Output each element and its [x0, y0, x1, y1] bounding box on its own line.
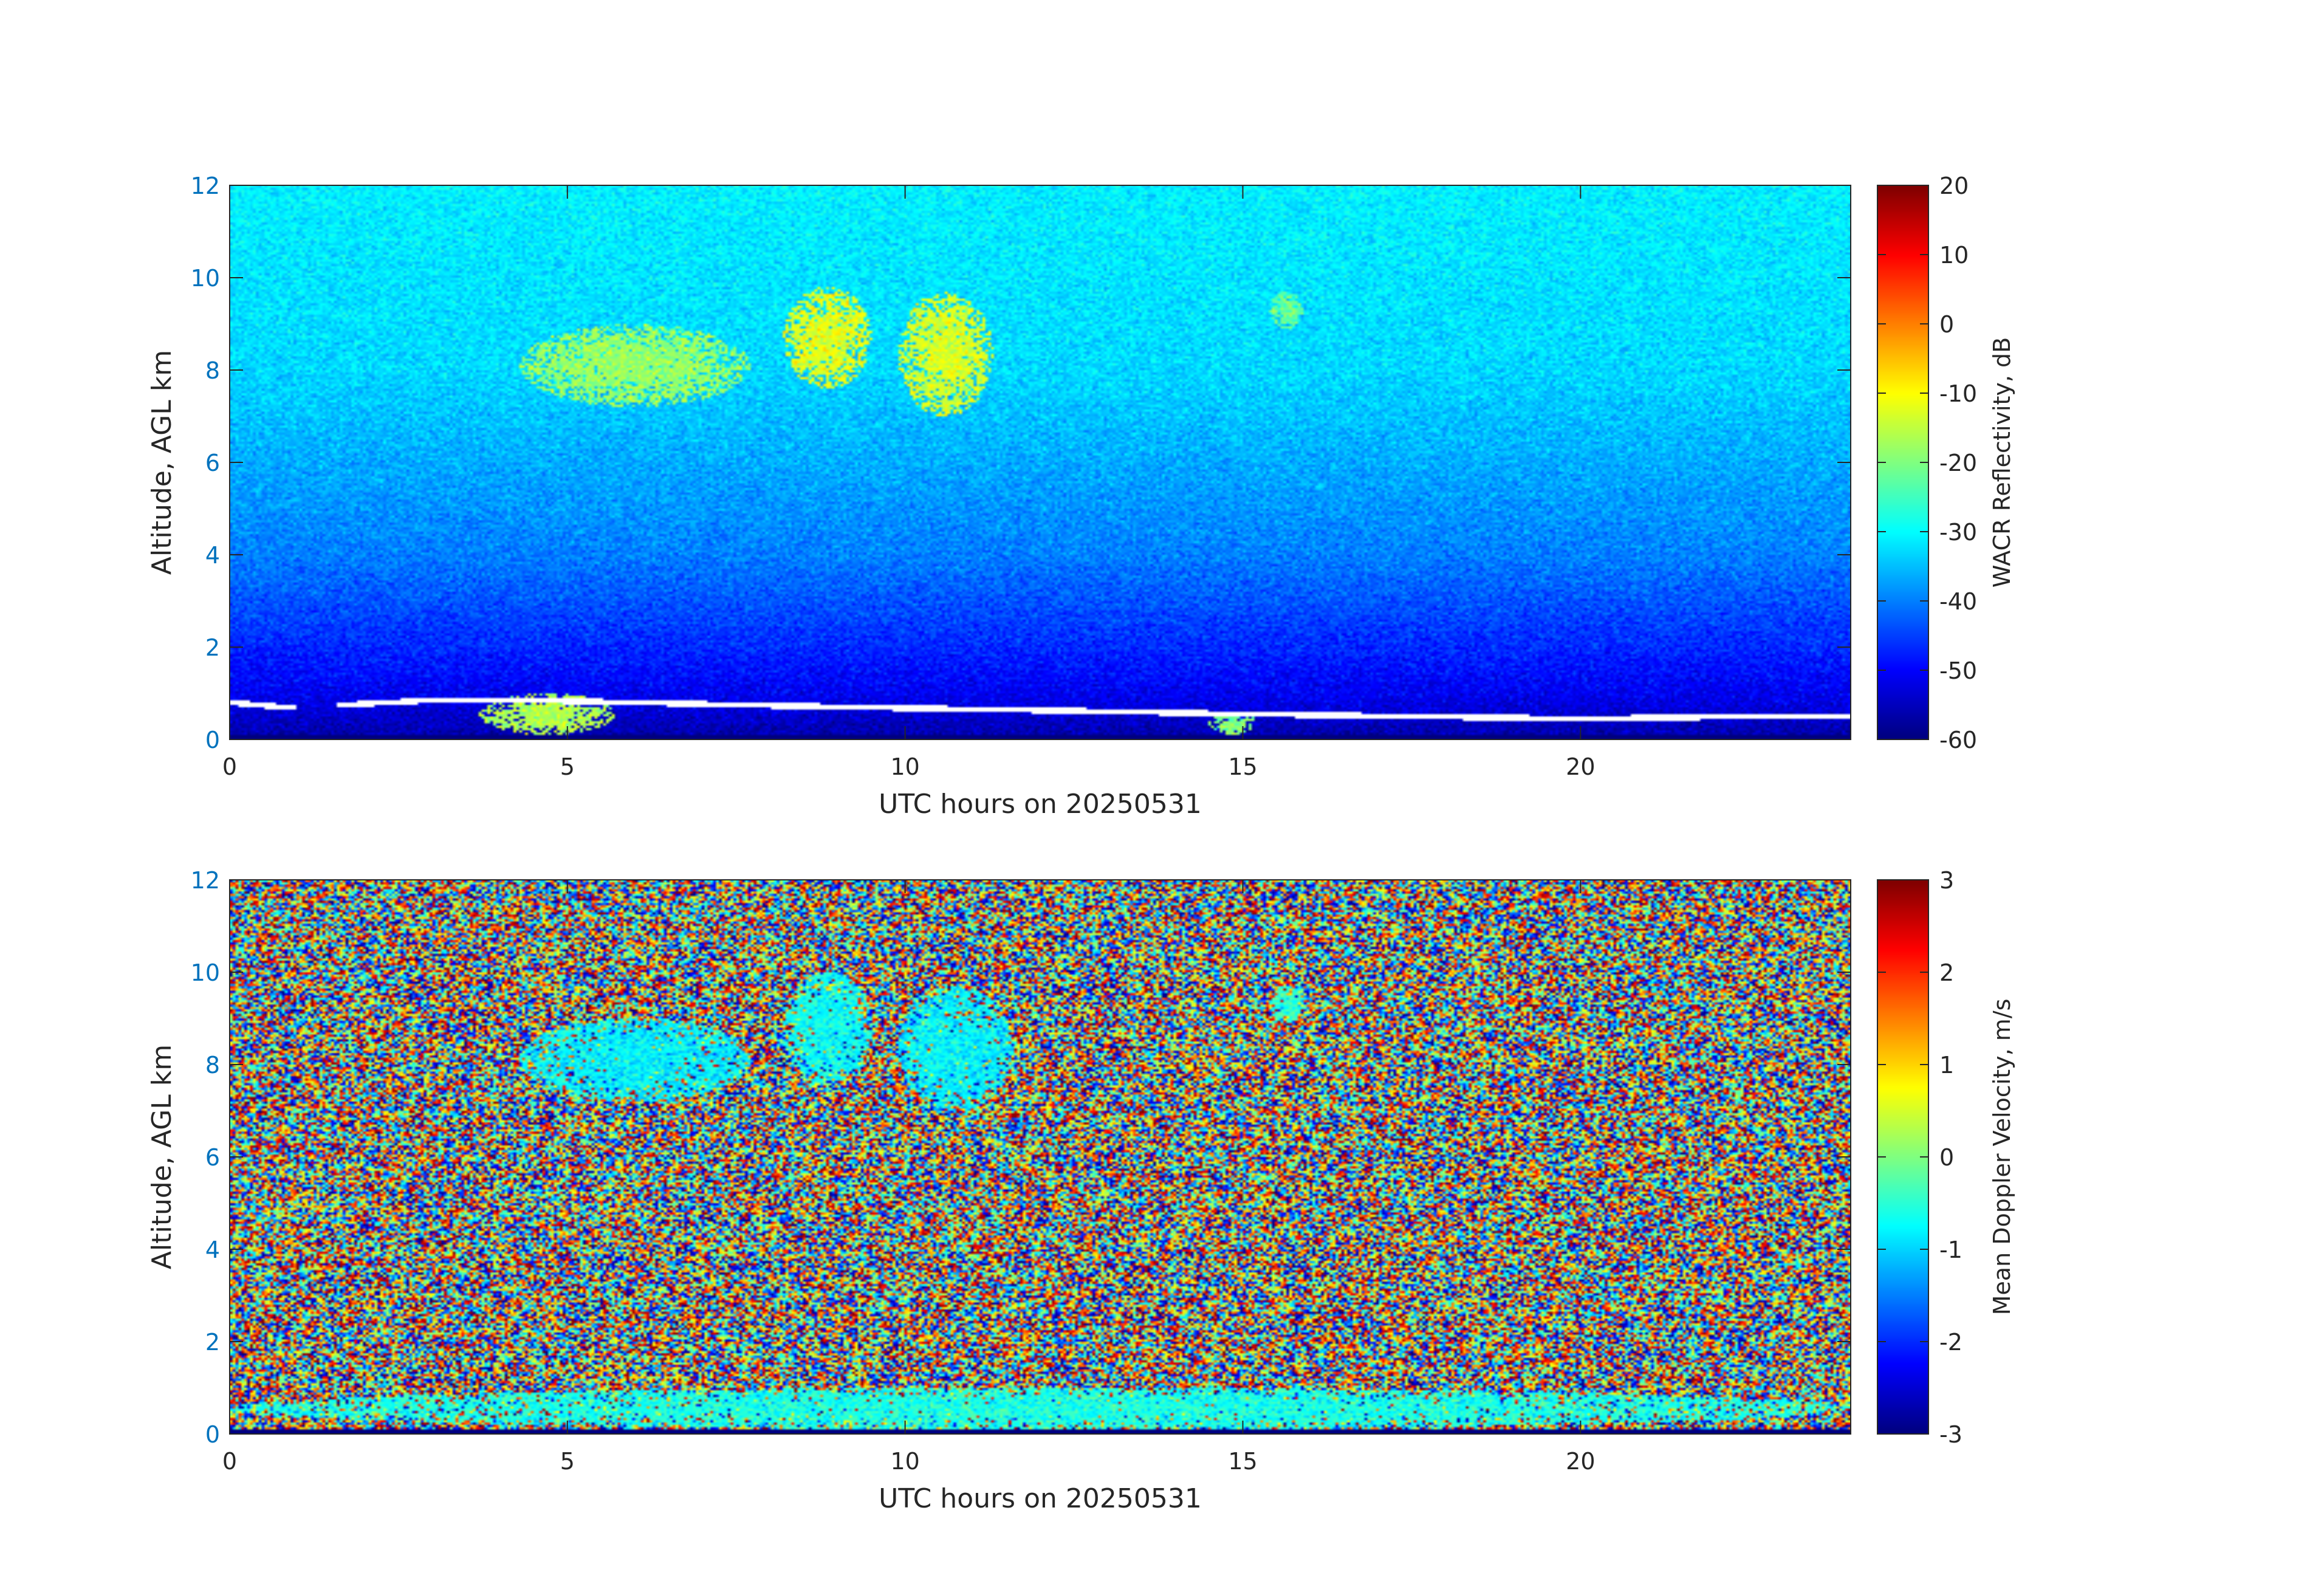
- x-tick-label: 10: [890, 1448, 919, 1475]
- colorbar-tick-label: -20: [1939, 450, 1977, 476]
- colorbar-tick-label: 2: [1939, 959, 1954, 986]
- colorbar-tick-label: 1: [1939, 1052, 1954, 1079]
- x-tick-label: 20: [1566, 753, 1595, 780]
- y-axis-label: Altitude, AGL km: [146, 350, 177, 575]
- y-tick-label: 0: [205, 727, 220, 753]
- colorbar-tick-label: 0: [1939, 311, 1954, 338]
- x-axis-label: UTC hours on 20250531: [879, 1483, 1202, 1514]
- x-tick-label: 5: [560, 1448, 575, 1475]
- y-tick-label: 6: [205, 1144, 220, 1171]
- x-tick-label: 0: [222, 753, 237, 780]
- colorbar-ticks: 20 10 0 -10 -20 -30 -40 -50 -60: [1877, 173, 1977, 753]
- x-tick-label: 5: [560, 753, 575, 780]
- colorbar-tick-label: -40: [1939, 588, 1977, 615]
- y-tick-label: 4: [205, 1237, 220, 1263]
- x-axis-label: UTC hours on 20250531: [879, 789, 1202, 820]
- x-tick-label: 15: [1228, 1448, 1257, 1475]
- colorbar-tick-label: 10: [1939, 242, 1969, 269]
- colorbar-tick-label: -3: [1939, 1421, 1962, 1448]
- reflectivity-heatmap: [230, 185, 1851, 739]
- colorbar-tick-label: 20: [1939, 173, 1969, 199]
- y-tick-label: 12: [191, 173, 220, 199]
- x-tick-label: 0: [222, 1448, 237, 1475]
- colorbar-tick-label: -2: [1939, 1329, 1962, 1356]
- colorbar-tick-label: -1: [1939, 1237, 1962, 1263]
- x-tick-label: 20: [1566, 1448, 1595, 1475]
- colorbar-tick-label: -10: [1939, 380, 1977, 407]
- colorbar-tick-label: 0: [1939, 1144, 1954, 1171]
- y-tick-label: 4: [205, 542, 220, 569]
- colorbar-tick-label: -50: [1939, 657, 1977, 684]
- y-tick-label: 2: [205, 634, 220, 661]
- colorbar-tick-label: -30: [1939, 519, 1977, 546]
- doppler-heatmap: [230, 880, 1851, 1434]
- colorbar-tick-label: 3: [1939, 867, 1954, 894]
- y-axis-label: Altitude, AGL km: [146, 1044, 177, 1269]
- y-tick-label: 10: [191, 265, 220, 292]
- x-axis-ticks: 0 5 10 15 20: [222, 185, 1596, 780]
- y-axis-ticks: 0 2 4 6 8 10 12: [191, 173, 1851, 753]
- colorbar-label: Mean Doppler Velocity, m/s: [1989, 999, 2015, 1315]
- y-tick-label: 8: [205, 1052, 220, 1079]
- y-tick-label: 12: [191, 867, 220, 894]
- y-tick-label: 0: [205, 1421, 220, 1448]
- colorbar-tick-label: -60: [1939, 727, 1977, 753]
- x-tick-label: 10: [890, 753, 919, 780]
- y-tick-label: 6: [205, 450, 220, 476]
- x-tick-label: 15: [1228, 753, 1257, 780]
- colorbar-ticks: 3 2 1 0 -1 -2 -3: [1877, 867, 1962, 1448]
- y-axis-ticks: 0 2 4 6 8 10 12: [191, 867, 1851, 1448]
- x-axis-ticks: 0 5 10 15 20: [222, 880, 1596, 1475]
- y-tick-label: 8: [205, 357, 220, 384]
- colorbar-label: WACR Reflectivity, dB: [1989, 337, 2015, 588]
- y-tick-label: 10: [191, 959, 220, 986]
- reflectivity-panel: 0 5 10 15 20 0 2 4 6 8 10 12 UTC hours on 20250531…: [146, 173, 2015, 820]
- y-tick-label: 2: [205, 1329, 220, 1356]
